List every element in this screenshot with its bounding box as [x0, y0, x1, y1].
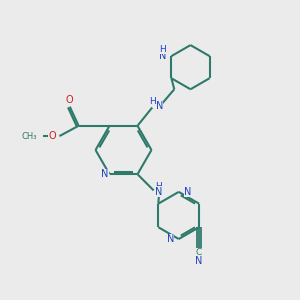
Text: O: O: [66, 95, 74, 105]
Text: H: H: [149, 97, 156, 106]
Text: N: N: [156, 101, 163, 111]
Text: N: N: [195, 256, 203, 266]
Text: N: N: [184, 187, 191, 197]
Text: CH₃: CH₃: [22, 132, 38, 141]
Text: C: C: [196, 248, 202, 257]
Text: N: N: [155, 187, 163, 196]
Text: N: N: [101, 169, 109, 179]
Text: N: N: [167, 234, 174, 244]
Text: H: H: [156, 182, 162, 191]
Text: N: N: [159, 51, 166, 61]
Text: O: O: [48, 131, 56, 141]
Text: H: H: [159, 45, 166, 54]
